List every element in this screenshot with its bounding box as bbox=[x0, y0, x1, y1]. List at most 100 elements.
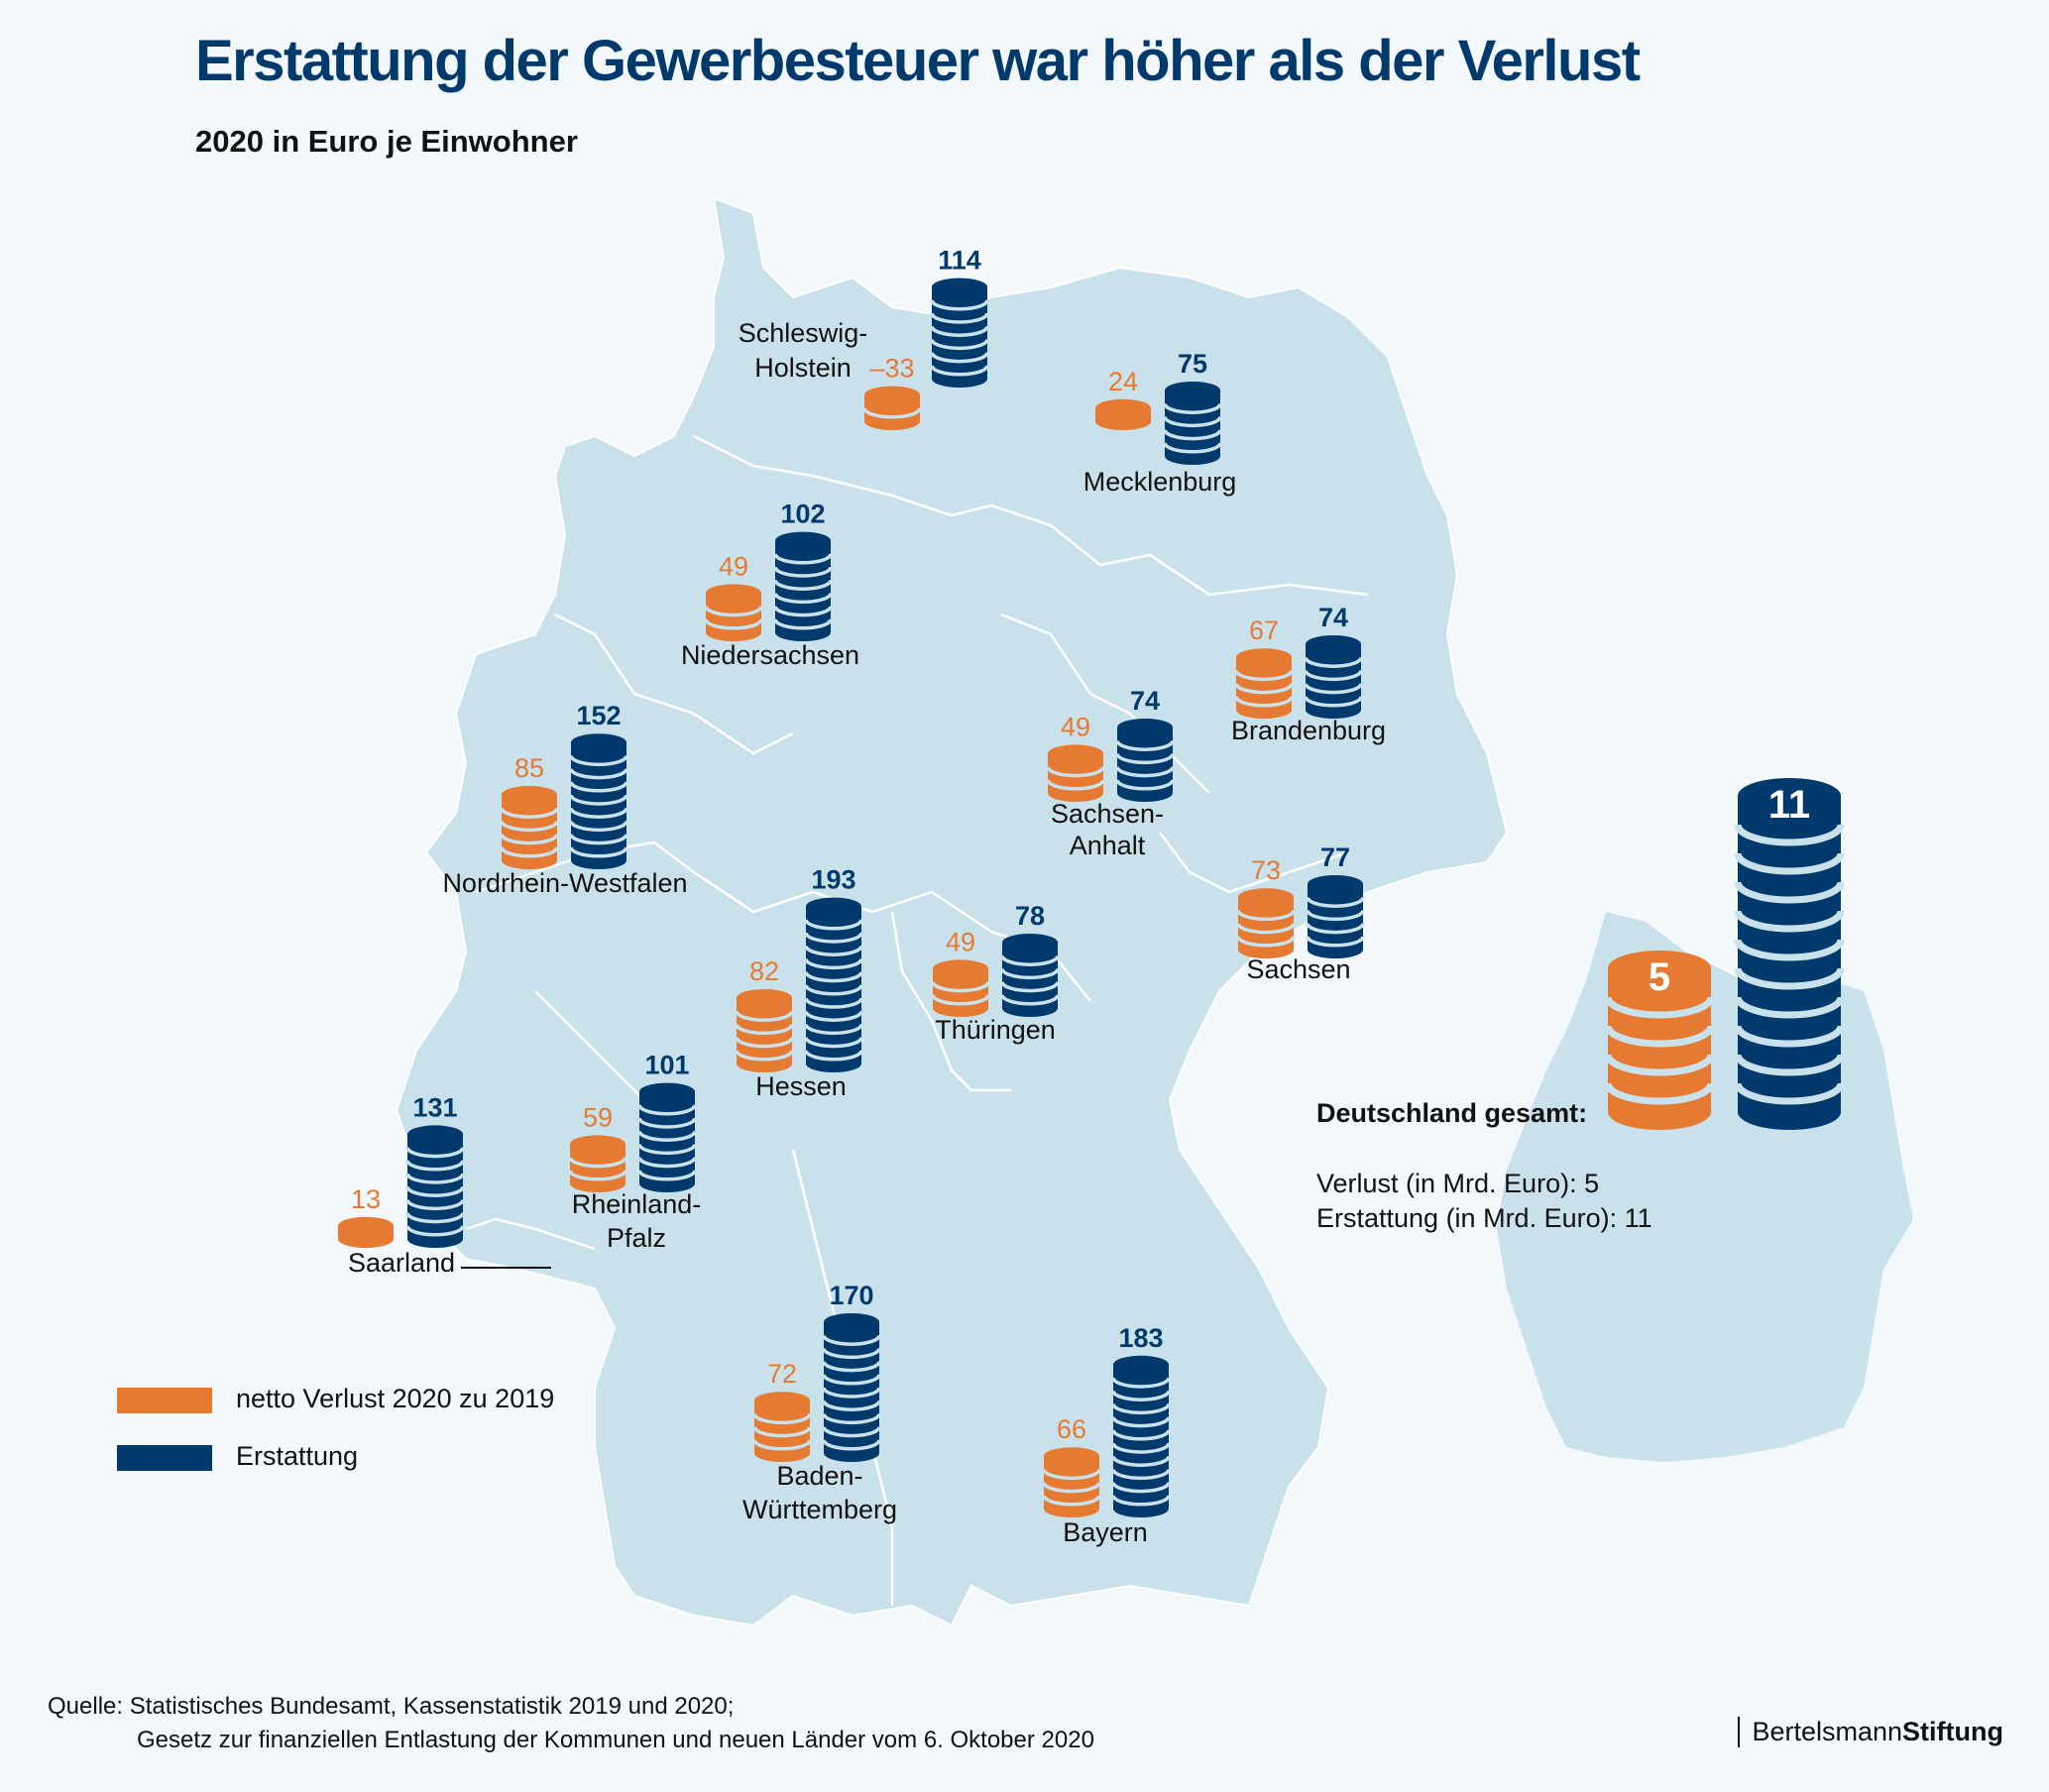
coin-top bbox=[775, 531, 831, 550]
coin-stack-body bbox=[1117, 728, 1173, 802]
coin-separator bbox=[804, 958, 863, 970]
coin-separator bbox=[804, 971, 863, 983]
coin-separator bbox=[1234, 696, 1294, 708]
coin-separator bbox=[1163, 416, 1222, 428]
coin-separator bbox=[773, 566, 833, 578]
coin-separator bbox=[568, 1170, 627, 1181]
coin-separator bbox=[1111, 1429, 1171, 1441]
value-label-erstattung: 74 bbox=[1130, 686, 1160, 716]
coin-separator bbox=[1734, 824, 1845, 846]
coin-top bbox=[639, 1082, 695, 1101]
value-label-erstattung: 101 bbox=[644, 1051, 689, 1080]
coin-separator bbox=[1734, 967, 1845, 990]
coin-stack-erstattung bbox=[1000, 934, 1060, 1017]
coin-stack-body bbox=[571, 742, 626, 869]
brand-bold: Stiftung bbox=[1902, 1717, 2003, 1746]
coin-separator bbox=[1111, 1416, 1171, 1428]
value-label-verlust: 24 bbox=[1108, 367, 1138, 396]
coin-separator bbox=[1046, 766, 1105, 778]
coin-separator bbox=[930, 339, 989, 351]
coin-stack-erstattung bbox=[405, 1125, 465, 1248]
value-label-erstattung: 131 bbox=[412, 1092, 457, 1122]
coin-separator bbox=[1734, 996, 1845, 1019]
coin-separator bbox=[1304, 656, 1363, 668]
value-label-verlust: 82 bbox=[749, 956, 779, 986]
coin-separator bbox=[804, 997, 863, 1009]
coin-top bbox=[806, 897, 861, 916]
coin-stack-erstattung bbox=[773, 531, 833, 641]
coin-stack-erstattung bbox=[1304, 635, 1363, 719]
coin-top bbox=[1308, 875, 1363, 893]
coin-separator bbox=[1306, 923, 1365, 935]
coin-stack-body bbox=[1002, 943, 1058, 1017]
state-label: Niedersachsen bbox=[681, 640, 859, 670]
coin-separator bbox=[822, 1413, 881, 1425]
coin-top bbox=[1608, 951, 1711, 986]
brand-normal: Bertelsmann bbox=[1752, 1717, 1903, 1746]
coin-separator bbox=[804, 1037, 863, 1049]
coin-separator bbox=[637, 1130, 697, 1142]
coin-top bbox=[1113, 1355, 1169, 1374]
state-label: Mecklenburg bbox=[1083, 467, 1237, 497]
coin-separator bbox=[1163, 429, 1222, 441]
value-label-erstattung: 77 bbox=[1320, 842, 1350, 872]
state-borders bbox=[465, 434, 1369, 1606]
germany-outline bbox=[395, 196, 1509, 1627]
coin-separator bbox=[704, 618, 763, 630]
value-label-erstattung: 152 bbox=[576, 701, 621, 730]
coin-separator bbox=[1000, 954, 1060, 966]
coin-separator bbox=[569, 821, 628, 833]
coin-separator bbox=[405, 1160, 465, 1172]
coin-separator bbox=[637, 1144, 697, 1156]
coin-separator bbox=[1111, 1482, 1171, 1494]
coin-separator bbox=[1000, 981, 1060, 993]
coin-separator bbox=[1000, 994, 1060, 1006]
coin-separator bbox=[1604, 1082, 1715, 1105]
coin-stack-verlust bbox=[1095, 398, 1151, 430]
coin-separator bbox=[862, 407, 922, 419]
value-label-verlust: 66 bbox=[1057, 1414, 1086, 1444]
coin-separator bbox=[1111, 1390, 1171, 1401]
coin-stack-verlust bbox=[500, 786, 559, 869]
coin-separator bbox=[735, 1024, 794, 1036]
coin-top bbox=[407, 1125, 463, 1144]
coin-separator bbox=[752, 1413, 812, 1425]
coin-separator bbox=[773, 553, 833, 565]
state-label: Baden- bbox=[776, 1461, 862, 1491]
coin-top bbox=[864, 386, 920, 404]
coin-separator bbox=[804, 932, 863, 944]
state-label: Hessen bbox=[755, 1071, 847, 1101]
coin-separator bbox=[822, 1361, 881, 1373]
coin-separator bbox=[1734, 1054, 1845, 1076]
coin-top bbox=[1238, 888, 1294, 907]
coin-separator bbox=[931, 994, 990, 1006]
coin-stack-body bbox=[775, 540, 831, 641]
coin-stack-body bbox=[737, 998, 792, 1072]
coin-separator bbox=[822, 1400, 881, 1411]
value-label-erstattung: 114 bbox=[938, 246, 981, 276]
coin-separator bbox=[1046, 779, 1105, 791]
coin-separator bbox=[1115, 779, 1175, 791]
legend-item-verlust: netto Verlust 2020 zu 2019 bbox=[117, 1384, 613, 1417]
coin-separator bbox=[569, 846, 628, 858]
coin-separator bbox=[804, 1010, 863, 1022]
state-label: Sachsen bbox=[1246, 954, 1350, 984]
state-label: Nordrhein-Westfalen bbox=[442, 868, 687, 898]
coin-separator bbox=[822, 1426, 881, 1438]
coin-separator bbox=[569, 834, 628, 845]
coin-top bbox=[338, 1216, 394, 1235]
coin-top bbox=[737, 989, 792, 1007]
state-label: Thüringen bbox=[935, 1015, 1056, 1045]
coin-top bbox=[502, 786, 557, 804]
coin-stack-body bbox=[639, 1091, 695, 1192]
coin-separator bbox=[1304, 696, 1363, 708]
coin-stack-verlust bbox=[862, 386, 922, 430]
coin-stack-body bbox=[1165, 391, 1220, 465]
state-label: Schleswig- bbox=[739, 318, 868, 348]
coin-separator bbox=[405, 1225, 465, 1237]
coin-stack-body bbox=[502, 795, 557, 869]
coin-separator bbox=[1115, 739, 1175, 751]
value-label-verlust: 49 bbox=[946, 927, 975, 956]
coin-separator bbox=[500, 834, 559, 845]
